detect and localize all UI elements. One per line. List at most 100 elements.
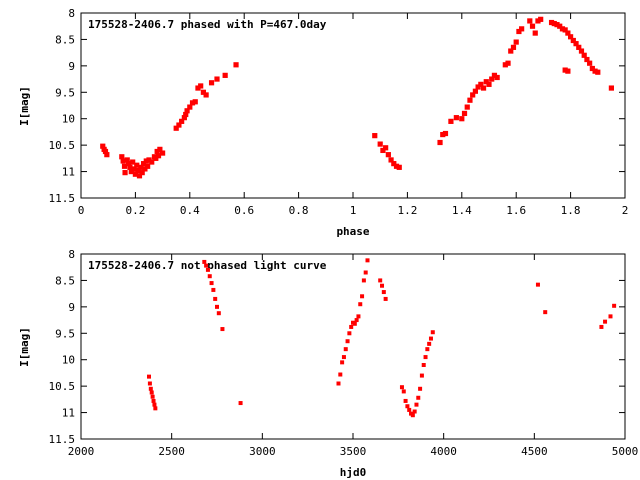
- data-point: [195, 85, 201, 91]
- data-point: [222, 72, 228, 78]
- data-point: [215, 304, 219, 309]
- data-point: [494, 74, 500, 81]
- data-point: [381, 290, 386, 295]
- data-point: [213, 296, 218, 301]
- data-point: [203, 92, 209, 98]
- data-point: [208, 80, 215, 86]
- data-point: [157, 146, 163, 152]
- data-point: [345, 339, 350, 344]
- data-point: [347, 331, 352, 336]
- data-point: [200, 89, 206, 95]
- y-tick-label: 11.5: [49, 192, 76, 205]
- x-tick-label: 1.4: [452, 204, 472, 217]
- y-axis-label-bottom: I[mag]: [18, 327, 31, 367]
- y-tick-label: 10: [62, 113, 75, 126]
- data-point: [131, 166, 137, 172]
- data-point: [459, 116, 465, 122]
- x-tick-label: 1.8: [561, 204, 581, 217]
- data-point: [543, 310, 548, 315]
- data-point: [491, 72, 498, 78]
- y-tick-label: 8: [68, 7, 75, 20]
- unphased-light-curve-chart: 175528-2406.7 not phased light curve hjd…: [18, 248, 638, 479]
- chart-title-top: 175528-2406.7 phased with P=467.0day: [88, 18, 327, 31]
- data-point: [121, 163, 128, 169]
- x-axis-label-top: phase: [336, 225, 369, 238]
- data-point: [198, 83, 204, 89]
- data-point: [176, 122, 182, 128]
- data-point: [147, 374, 151, 379]
- data-point: [401, 389, 406, 394]
- x-tick-label: 0.6: [234, 204, 254, 217]
- data-point: [475, 84, 481, 90]
- x-tick-label: 0: [78, 204, 85, 217]
- data-point: [343, 347, 348, 352]
- plot-frame-top: [80, 12, 626, 199]
- data-point: [383, 296, 388, 301]
- x-tick-label: 1.2: [397, 204, 417, 217]
- data-point: [551, 20, 557, 27]
- data-point: [130, 159, 136, 165]
- data-point: [399, 385, 404, 390]
- data-points-top: [100, 16, 614, 179]
- data-point: [559, 26, 566, 32]
- data-point: [179, 118, 185, 124]
- data-point: [385, 152, 391, 158]
- data-point: [418, 386, 423, 391]
- data-point: [486, 81, 492, 87]
- data-point: [136, 173, 143, 179]
- data-point: [383, 145, 389, 151]
- data-point: [220, 327, 225, 332]
- data-point: [419, 373, 424, 378]
- data-point: [612, 303, 617, 308]
- data-point: [581, 52, 587, 58]
- data-point: [145, 163, 151, 169]
- data-point: [128, 168, 134, 175]
- data-point: [184, 108, 190, 114]
- data-point: [147, 381, 152, 386]
- data-point: [148, 386, 153, 391]
- data-point: [352, 321, 357, 326]
- data-point: [428, 336, 433, 341]
- data-point: [192, 99, 198, 105]
- data-point: [464, 104, 470, 110]
- data-point: [573, 41, 579, 47]
- data-points-bottom: [147, 258, 617, 418]
- data-point: [356, 314, 361, 319]
- data-point: [132, 171, 138, 177]
- x-tick-label: 1: [350, 204, 357, 217]
- data-point: [554, 22, 560, 28]
- data-point: [548, 19, 555, 26]
- data-point: [516, 28, 522, 35]
- data-point: [527, 18, 533, 24]
- data-point: [603, 319, 608, 324]
- data-point: [205, 267, 210, 272]
- x-ticks-bottom: 2000 2500 3000 3500 4000 4500 5000: [68, 254, 638, 458]
- data-point: [124, 157, 130, 163]
- plot-frame-bottom: [80, 253, 626, 440]
- data-point: [470, 92, 476, 98]
- y-tick-label: 10.5: [49, 380, 76, 393]
- data-point: [363, 270, 368, 275]
- data-point: [587, 60, 593, 66]
- data-point: [360, 294, 365, 299]
- x-tick-label: 3000: [249, 445, 276, 458]
- y-tick-label: 11: [62, 166, 75, 179]
- data-point: [489, 76, 495, 82]
- x-ticks-top: 0 0.2 0.4 0.6 0.8 1 1.2 1.4 1.6 1.8 2: [78, 13, 628, 217]
- data-point: [478, 81, 484, 87]
- data-point: [412, 409, 417, 414]
- data-point: [442, 130, 449, 137]
- data-point: [480, 85, 487, 91]
- data-point: [378, 278, 383, 283]
- data-point: [467, 97, 473, 103]
- data-point: [153, 406, 158, 411]
- data-point: [127, 164, 133, 170]
- x-tick-label: 3500: [340, 445, 367, 458]
- data-point: [393, 163, 400, 169]
- data-point: [238, 401, 243, 406]
- data-point: [181, 115, 187, 121]
- y-ticks-bottom: 8 8.5 9 9.5 10 10.5 11 11.5: [49, 248, 625, 446]
- data-point: [423, 355, 428, 360]
- data-point: [143, 158, 149, 164]
- data-point: [358, 302, 363, 307]
